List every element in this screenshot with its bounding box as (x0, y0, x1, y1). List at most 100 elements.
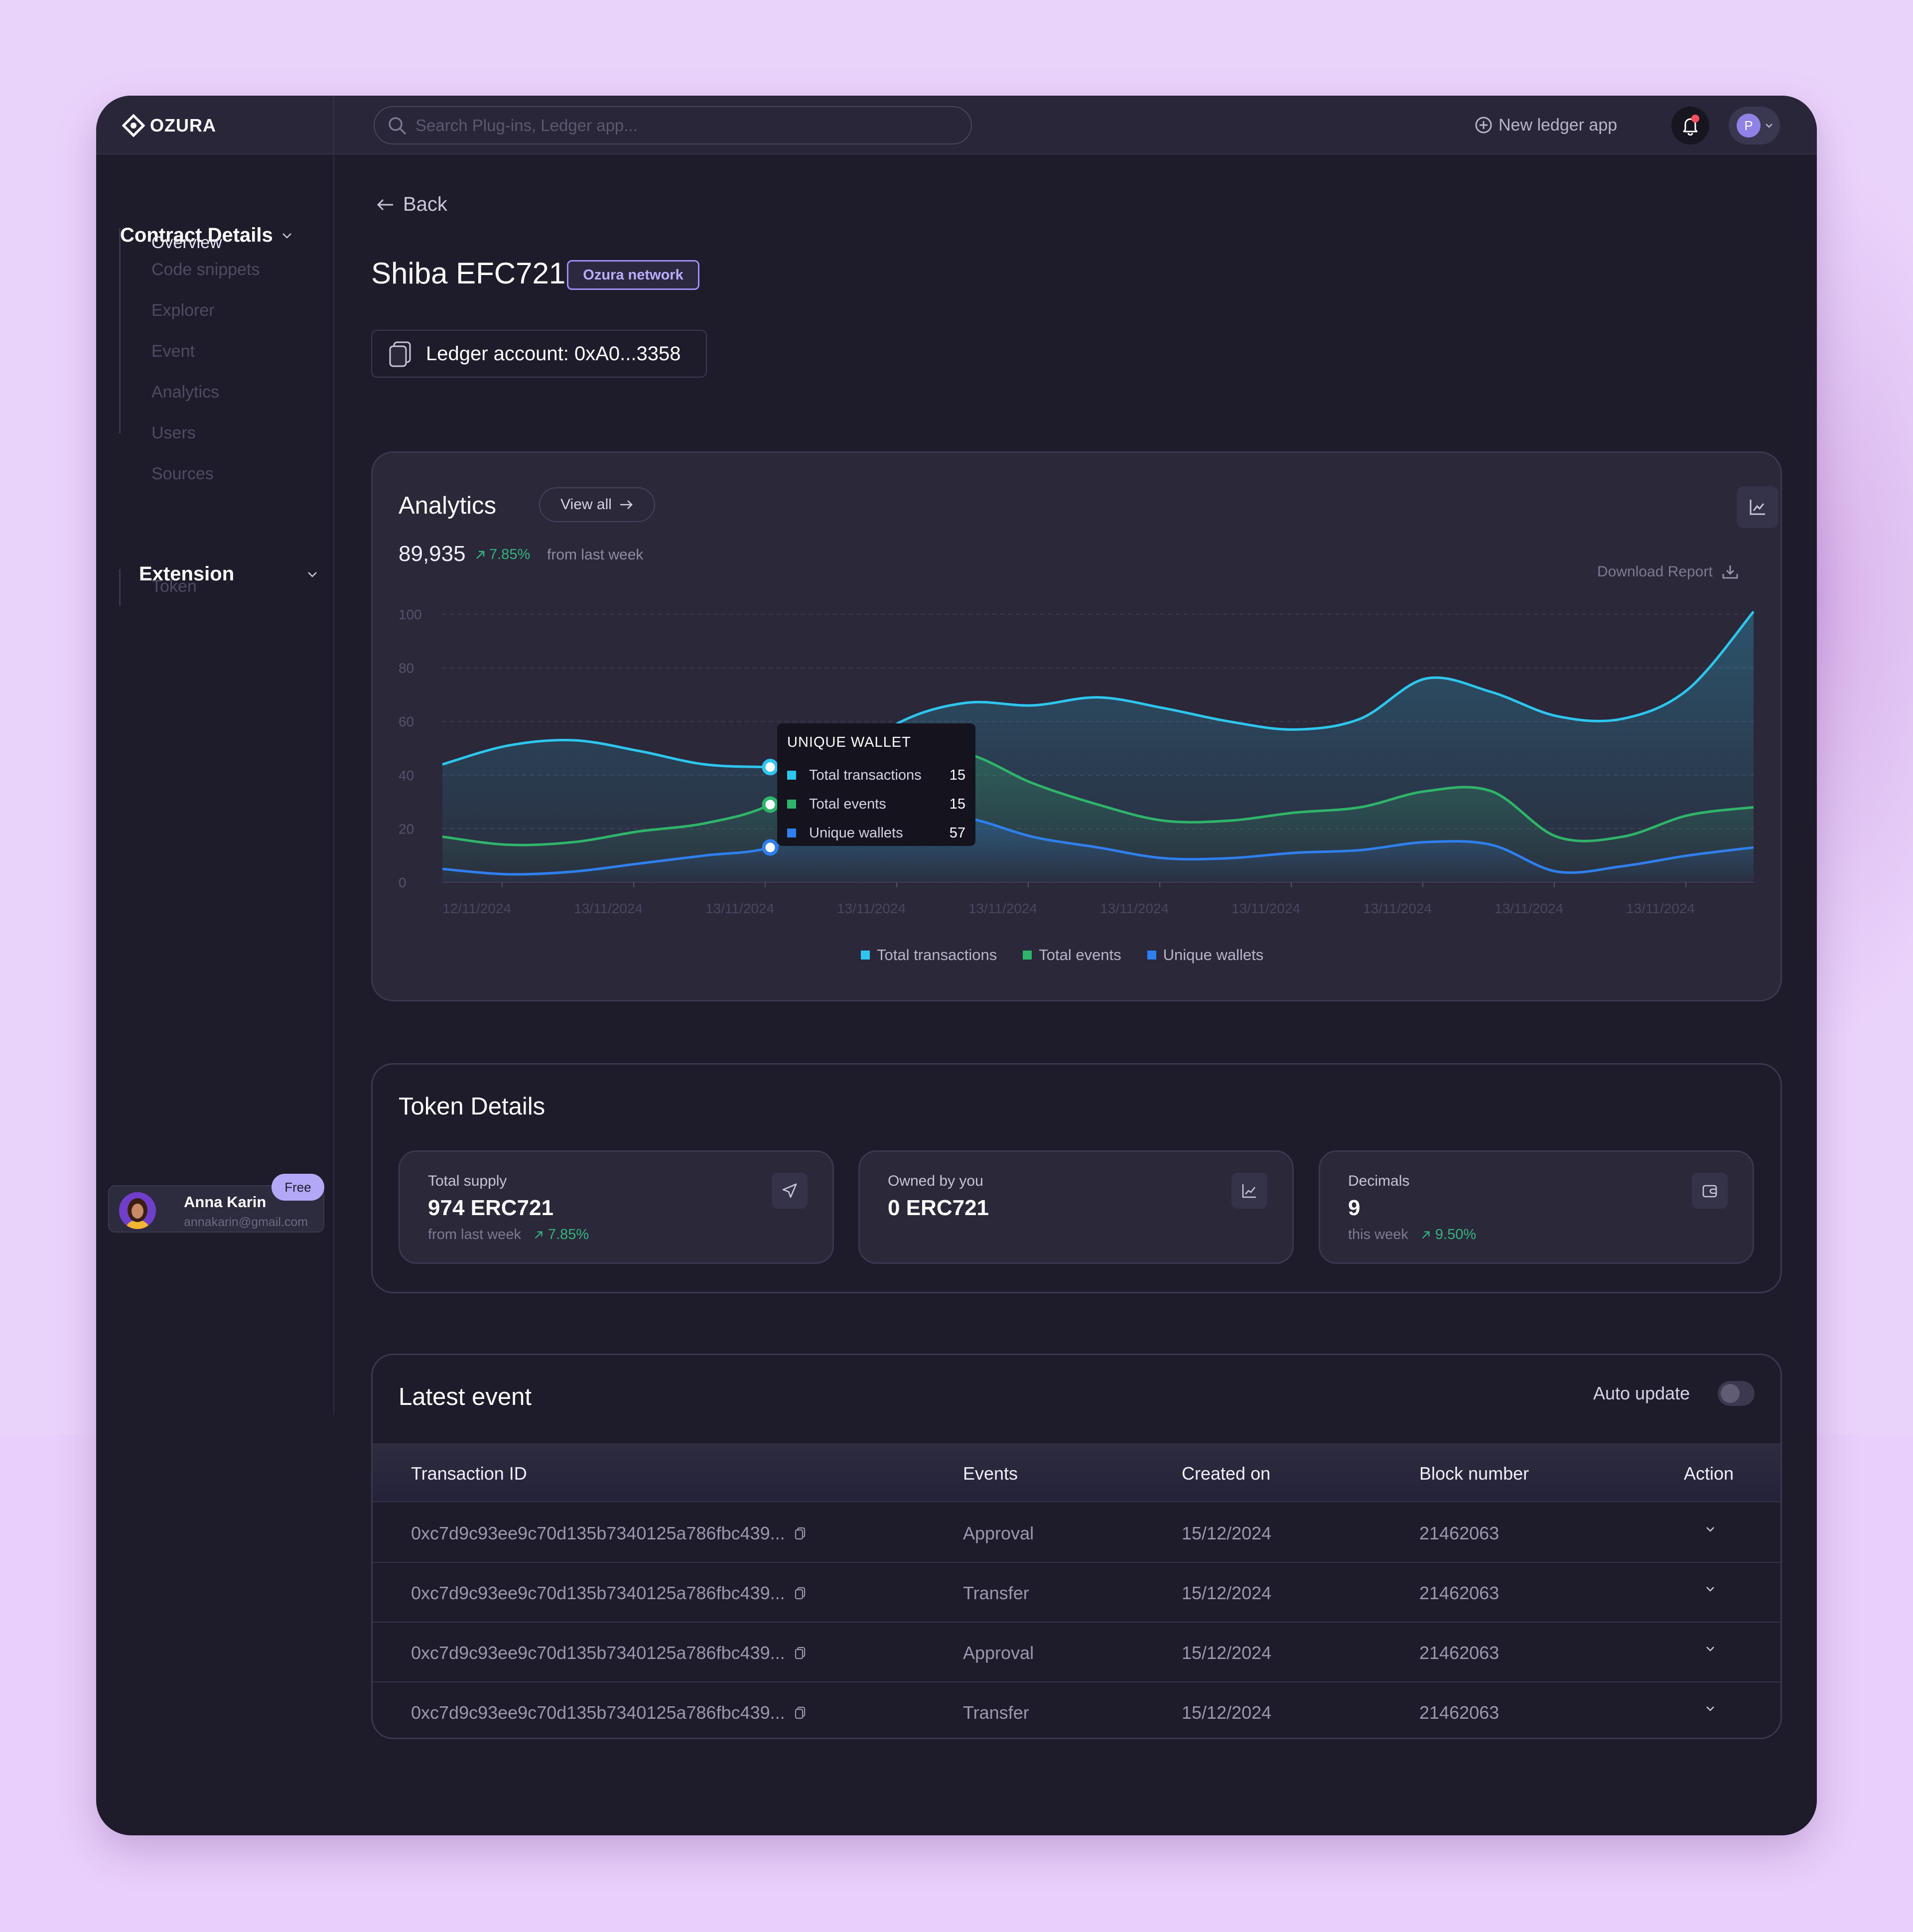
toggle-knob (1721, 1384, 1740, 1403)
y-tick-label: 40 (399, 768, 414, 783)
latest-event-title: Latest event (399, 1383, 532, 1410)
chevron-down-icon[interactable] (1704, 1525, 1717, 1534)
series-line[interactable] (442, 748, 1754, 846)
column-header[interactable]: Action (1684, 1463, 1734, 1484)
tooltip-row: Total events 15 (787, 790, 965, 819)
stat-label: Owned by you (888, 1173, 983, 1189)
stat-change-value: 9.50% (1435, 1227, 1477, 1242)
sidebar-item-token[interactable]: Token (151, 577, 197, 596)
legend-swatch (787, 828, 796, 837)
transaction-id-cell: 0xc7d9c93ee9c70d135b7340125a786fbc439... (411, 1643, 806, 1663)
view-all-button[interactable]: View all (539, 487, 655, 522)
x-tick-label: 13/11/2024 (968, 901, 1037, 916)
legend-item[interactable]: Total events (1023, 946, 1121, 964)
plan-badge[interactable]: Free (272, 1174, 324, 1201)
stat-card-owned: Owned by you 0 ERC721 (858, 1150, 1294, 1264)
table-row[interactable]: 0xc7d9c93ee9c70d135b7340125a786fbc439...… (373, 1682, 1780, 1738)
chevron-down-icon[interactable] (1704, 1585, 1717, 1594)
copy-icon[interactable] (794, 1646, 806, 1660)
copy-icon[interactable] (794, 1586, 806, 1600)
analytics-chart[interactable]: 0 20 40 60 80 100 12/11/2024 13/11/2024 13/11/20… (373, 453, 1783, 1003)
chart-type-button[interactable] (1737, 486, 1778, 528)
copy-icon[interactable] (794, 1526, 806, 1540)
sidebar-item-event[interactable]: Event (151, 342, 195, 361)
chevron-down-icon (282, 233, 291, 239)
chevron-down-icon (1766, 124, 1773, 128)
sidebar-item-users[interactable]: Users (151, 423, 196, 442)
back-button[interactable]: Back (375, 193, 447, 216)
created-on-cell: 15/12/2024 (1182, 1583, 1272, 1603)
column-header[interactable]: Transaction ID (411, 1463, 527, 1484)
column-header[interactable]: Events (963, 1463, 1018, 1484)
search-box[interactable] (374, 106, 972, 144)
ledger-account-button[interactable]: Ledger account: 0xA0...3358 (371, 330, 707, 378)
data-point[interactable] (762, 839, 779, 856)
user-email: annakarin@gmail.com (184, 1215, 308, 1229)
event-cell: Approval (963, 1643, 1034, 1663)
page-title: Shiba EFC721 (371, 257, 566, 290)
tooltip-title: UNIQUE WALLET (787, 734, 911, 750)
stat-sub: this week 9.50% (1348, 1227, 1476, 1243)
sidebar-item-sources[interactable]: Sources (151, 464, 214, 483)
stat-icon-button[interactable] (1231, 1173, 1267, 1209)
stat-sub-label: from last week (428, 1227, 521, 1242)
sidebar-section-contract-details[interactable]: Contract Details (120, 224, 293, 247)
transaction-id-cell: 0xc7d9c93ee9c70d135b7340125a786fbc439... (411, 1583, 806, 1604)
stat-card-decimals: Decimals 9 this week 9.50% (1319, 1150, 1754, 1264)
table-row[interactable]: 0xc7d9c93ee9c70d135b7340125a786fbc439...… (373, 1623, 1780, 1682)
event-cell: Approval (963, 1523, 1034, 1543)
legend-label: Total transactions (877, 946, 997, 964)
search-input[interactable] (415, 116, 963, 135)
chevron-down-icon[interactable] (1704, 1704, 1717, 1713)
transaction-id: 0xc7d9c93ee9c70d135b7340125a786fbc439... (411, 1702, 785, 1723)
latest-event-card: Latest event Auto update Transaction ID … (371, 1354, 1782, 1739)
stat-change: 7.85% (533, 1227, 589, 1243)
sidebar-item-overview[interactable]: Overview (151, 233, 222, 252)
token-details-card: Token Details Total supply 974 ERC721 fr… (371, 1063, 1782, 1293)
sidebar-item-explorer[interactable]: Explorer (151, 301, 215, 320)
data-point[interactable] (762, 759, 779, 776)
column-header[interactable]: Created on (1182, 1463, 1271, 1484)
block-number-cell: 21462063 (1419, 1643, 1500, 1663)
plus-circle-icon (1475, 117, 1492, 134)
legend-item[interactable]: Unique wallets (1147, 946, 1263, 964)
notifications-button[interactable] (1671, 107, 1709, 144)
transaction-id: 0xc7d9c93ee9c70d135b7340125a786fbc439... (411, 1583, 785, 1603)
table-row[interactable]: 0xc7d9c93ee9c70d135b7340125a786fbc439...… (373, 1503, 1780, 1563)
sidebar-item-analytics[interactable]: Analytics (151, 383, 220, 402)
download-report-button[interactable]: Download Report (1597, 563, 1739, 580)
legend-item[interactable]: Total transactions (861, 946, 997, 964)
download-report-label: Download Report (1597, 563, 1713, 580)
profile-menu[interactable]: P (1729, 107, 1780, 144)
series-line[interactable] (442, 611, 1755, 772)
copy-icon[interactable] (794, 1706, 806, 1720)
sidebar-tree-contract: Overview Code snippets Explorer Event An… (119, 228, 260, 483)
sidebar-section-extension[interactable]: Extension (139, 563, 318, 585)
block-number-cell: 21462063 (1419, 1583, 1500, 1603)
send-icon (782, 1183, 797, 1198)
auto-update-toggle[interactable] (1718, 1381, 1755, 1406)
stat-change: 9.50% (1420, 1227, 1476, 1243)
sidebar-item-code-snippets[interactable]: Code snippets (151, 260, 260, 279)
new-ledger-app-button[interactable]: New ledger app (1475, 112, 1617, 138)
x-tick-label: 13/11/2024 (1231, 901, 1300, 916)
legend-swatch (787, 771, 796, 780)
series-line[interactable] (442, 813, 1754, 876)
stat-label: Decimals (1348, 1173, 1410, 1189)
chevron-down-icon[interactable] (1704, 1645, 1717, 1654)
data-point[interactable] (762, 796, 779, 813)
token-details-title: Token Details (399, 1093, 546, 1120)
legend-swatch (861, 951, 870, 960)
chart-tooltip: UNIQUE WALLET Total transactions 15 Tota… (777, 723, 975, 846)
app-window: OZURA New ledger app P (96, 96, 1817, 1835)
tooltip-row: Unique wallets 57 (787, 819, 965, 847)
table-row[interactable]: 0xc7d9c93ee9c70d135b7340125a786fbc439...… (373, 1563, 1780, 1623)
wallet-icon (1702, 1185, 1717, 1198)
column-header[interactable]: Block number (1419, 1463, 1529, 1484)
sidebar-section-label: Contract Details (120, 224, 273, 246)
analytics-change-note: from last week (547, 547, 644, 563)
logo[interactable]: OZURA (122, 113, 216, 138)
stat-icon-button[interactable] (772, 1173, 808, 1209)
arrow-left-icon (377, 199, 393, 210)
stat-icon-button[interactable] (1692, 1173, 1728, 1209)
